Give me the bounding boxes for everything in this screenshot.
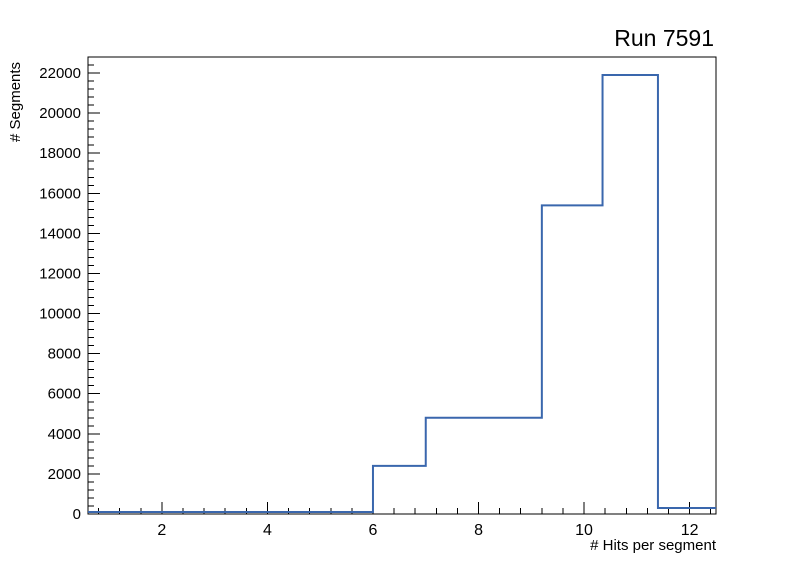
y-tick-label: 12000 <box>39 265 81 282</box>
y-tick-label: 4000 <box>48 426 81 443</box>
histogram-line <box>88 74 716 513</box>
x-tick-label: 2 <box>157 522 166 539</box>
y-tick-label: 0 <box>73 506 81 523</box>
y-tick-label: 10000 <box>39 306 81 323</box>
y-tick-label: 18000 <box>39 145 81 162</box>
x-tick-label: 4 <box>263 522 272 539</box>
x-tick-label: 10 <box>575 522 593 539</box>
y-axis-title: # Segments <box>7 61 24 142</box>
y-tick-label: 2000 <box>48 466 81 483</box>
y-tick-label: 14000 <box>39 225 81 242</box>
y-tick-label: 22000 <box>39 65 81 82</box>
y-tick-label: 20000 <box>39 105 81 122</box>
plot-title: Run 7591 <box>614 25 714 51</box>
y-tick-label: 6000 <box>48 386 81 403</box>
x-axis-title: # Hits per segment <box>590 537 716 554</box>
x-tick-label: 8 <box>474 522 483 539</box>
y-tick-label: 8000 <box>48 346 81 363</box>
y-tick-label: 16000 <box>39 185 81 202</box>
x-tick-label: 6 <box>369 522 378 539</box>
x-tick-label: 12 <box>681 522 699 539</box>
plot-frame <box>87 56 717 515</box>
